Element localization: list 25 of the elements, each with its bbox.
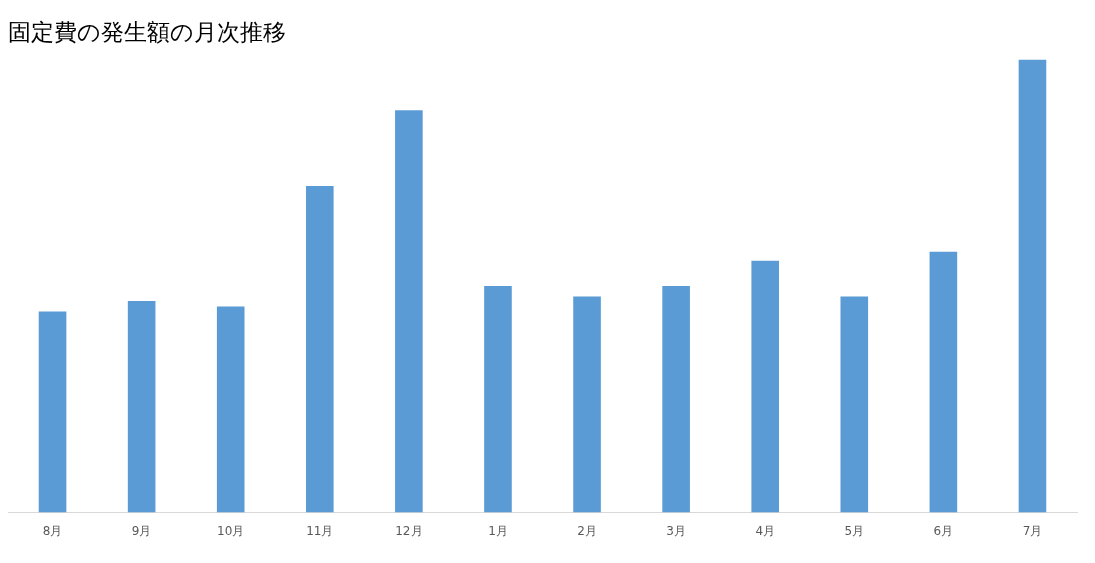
bar bbox=[929, 251, 958, 513]
bar bbox=[484, 286, 512, 513]
x-tick-label: 1月 bbox=[488, 523, 508, 538]
bar bbox=[305, 185, 334, 513]
x-tick-label: 5月 bbox=[844, 523, 865, 538]
x-tick-label: 8月 bbox=[42, 523, 63, 538]
x-tick-label: 7月 bbox=[1022, 523, 1043, 538]
x-tick-label: 11月 bbox=[306, 523, 334, 538]
x-tick-label: 10月 bbox=[217, 523, 245, 538]
x-tick-label: 3月 bbox=[666, 523, 686, 538]
chart-title: 固定費の発生額の月次推移 bbox=[8, 18, 286, 45]
bar bbox=[662, 286, 690, 513]
bar bbox=[751, 260, 780, 513]
x-tick-label: 2月 bbox=[577, 523, 597, 538]
bar bbox=[573, 296, 601, 513]
bar bbox=[840, 296, 869, 513]
x-tick-label: 12月 bbox=[395, 523, 423, 538]
x-tick-label: 6月 bbox=[933, 523, 954, 538]
bar bbox=[216, 306, 245, 513]
bar bbox=[38, 311, 67, 513]
x-tick-label: 9月 bbox=[131, 523, 152, 538]
bar bbox=[395, 110, 423, 513]
bar bbox=[127, 301, 156, 513]
bar bbox=[1018, 59, 1047, 513]
x-tick-label: 4月 bbox=[755, 523, 776, 538]
